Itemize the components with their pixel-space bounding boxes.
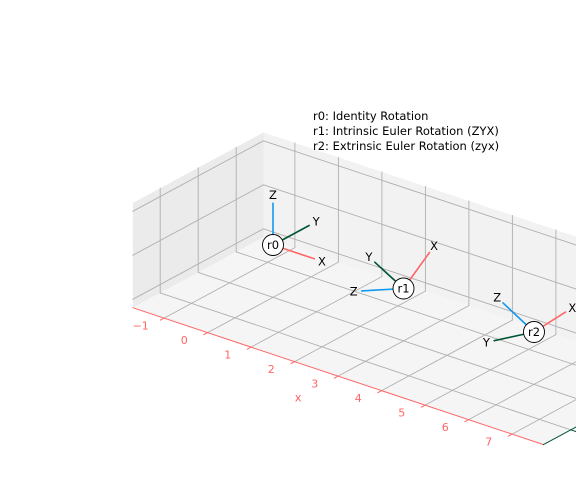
frame-axis-label-z: Z [350, 284, 358, 298]
x-tick-label: 1 [224, 349, 231, 362]
frame-marker [523, 321, 545, 343]
frame-axis-label-y: Y [312, 215, 321, 229]
frame-axis-label-x: X [430, 239, 438, 253]
x-tick-mark [420, 404, 426, 408]
x-tick-label: 5 [398, 407, 405, 420]
x-tick-label: 0 [181, 334, 188, 347]
frame-axis-label-y: Y [364, 250, 373, 264]
x-tick-label: −1 [133, 320, 149, 333]
x-tick-label: 2 [268, 363, 275, 376]
legend-entry-r1: r1: Intrinsic Euler Rotation (ZYX) [313, 124, 499, 138]
floor-pane-xy [132, 237, 576, 445]
x-tick-mark [290, 361, 296, 365]
legend-entry-r2: r2: Extrinsic Euler Rotation (zyx) [313, 139, 500, 153]
frame-marker [262, 234, 284, 256]
frame-label: r2 [528, 325, 540, 339]
grid-line [132, 228, 264, 300]
x-tick-mark [333, 375, 339, 379]
x-axis-label: x [295, 391, 302, 405]
grid-line [263, 228, 576, 334]
grid-line [263, 140, 576, 246]
rotation-frames: Z Y Xr0 Z Y Xr1 Z Y Xr2 [262, 188, 576, 350]
y-axis-line [543, 426, 576, 446]
x-tick-mark [203, 332, 209, 336]
frame-r1: Z Y Xr1 [350, 239, 438, 300]
y-tick-mark [570, 429, 576, 433]
frame-marker [392, 277, 415, 300]
frame-axis-label-y: Y [482, 336, 491, 350]
frame-axis-label-x: X [568, 301, 576, 315]
x-tick-mark [246, 346, 252, 350]
grid-lines [132, 140, 576, 435]
grid-line [235, 251, 576, 366]
grid-line [511, 399, 576, 435]
frame-r2: Z Y Xr2 [482, 291, 576, 350]
frame-label: r1 [397, 282, 409, 296]
frame-label: r0 [267, 238, 279, 252]
x-tick-mark [159, 317, 165, 321]
x-tick-label: 3 [311, 378, 318, 391]
grid-line [132, 140, 264, 212]
legend-entry-r0: r0: Identity Rotation [313, 109, 429, 123]
grid-line [197, 271, 576, 399]
grid-line [132, 184, 264, 256]
frame-axis-label-z: Z [269, 188, 277, 202]
grid-line [159, 292, 572, 431]
x-tick-label: 7 [485, 436, 492, 449]
x-tick-mark [377, 390, 383, 394]
frame-axis-label-x: X [318, 254, 326, 268]
x-tick-mark [464, 419, 470, 423]
frame-axis-label-z: Z [493, 291, 501, 305]
grid-line [263, 184, 576, 290]
x-tick-mark [507, 433, 513, 437]
x-tick-label: 6 [442, 421, 449, 434]
x-tick-label: 4 [355, 392, 362, 405]
frame-r0: Z Y Xr0 [262, 188, 326, 268]
